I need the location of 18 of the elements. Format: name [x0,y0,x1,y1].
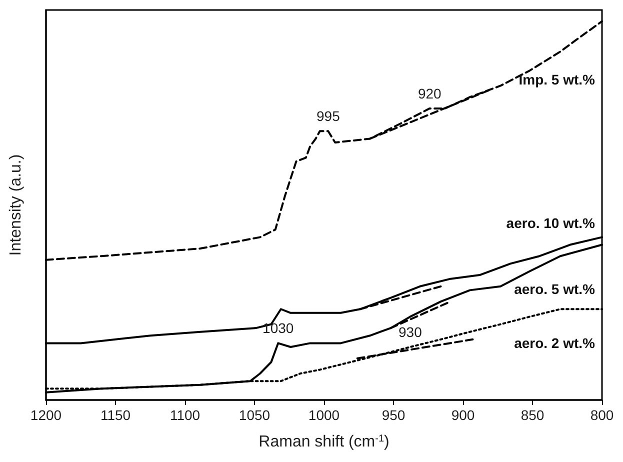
series-label: aero. 5 wt.% [514,280,596,297]
series-label: Imp. 5 wt.% [518,71,596,88]
series-label: aero. 10 wt.% [506,215,596,232]
annotation: 930 [398,324,422,340]
series-label: aero. 2 wt.% [514,335,596,352]
x-tick-label: 1050 [238,407,270,423]
x-tick-label: 900 [451,407,475,423]
annotation: 920 [418,85,442,102]
y-axis-title: Intensity (a.u.) [8,154,24,256]
x-tick-label: 850 [520,407,544,423]
x-tick-label: 1100 [170,407,200,423]
x-tick-label: 950 [382,407,406,423]
x-tick-label: 1000 [308,407,340,423]
x-tick-label: 800 [590,407,614,423]
annotation: 1030 [262,320,294,336]
x-tick-label: 1150 [100,407,131,423]
annotation: 995 [316,108,340,124]
x-tick-label: 1200 [30,407,62,423]
